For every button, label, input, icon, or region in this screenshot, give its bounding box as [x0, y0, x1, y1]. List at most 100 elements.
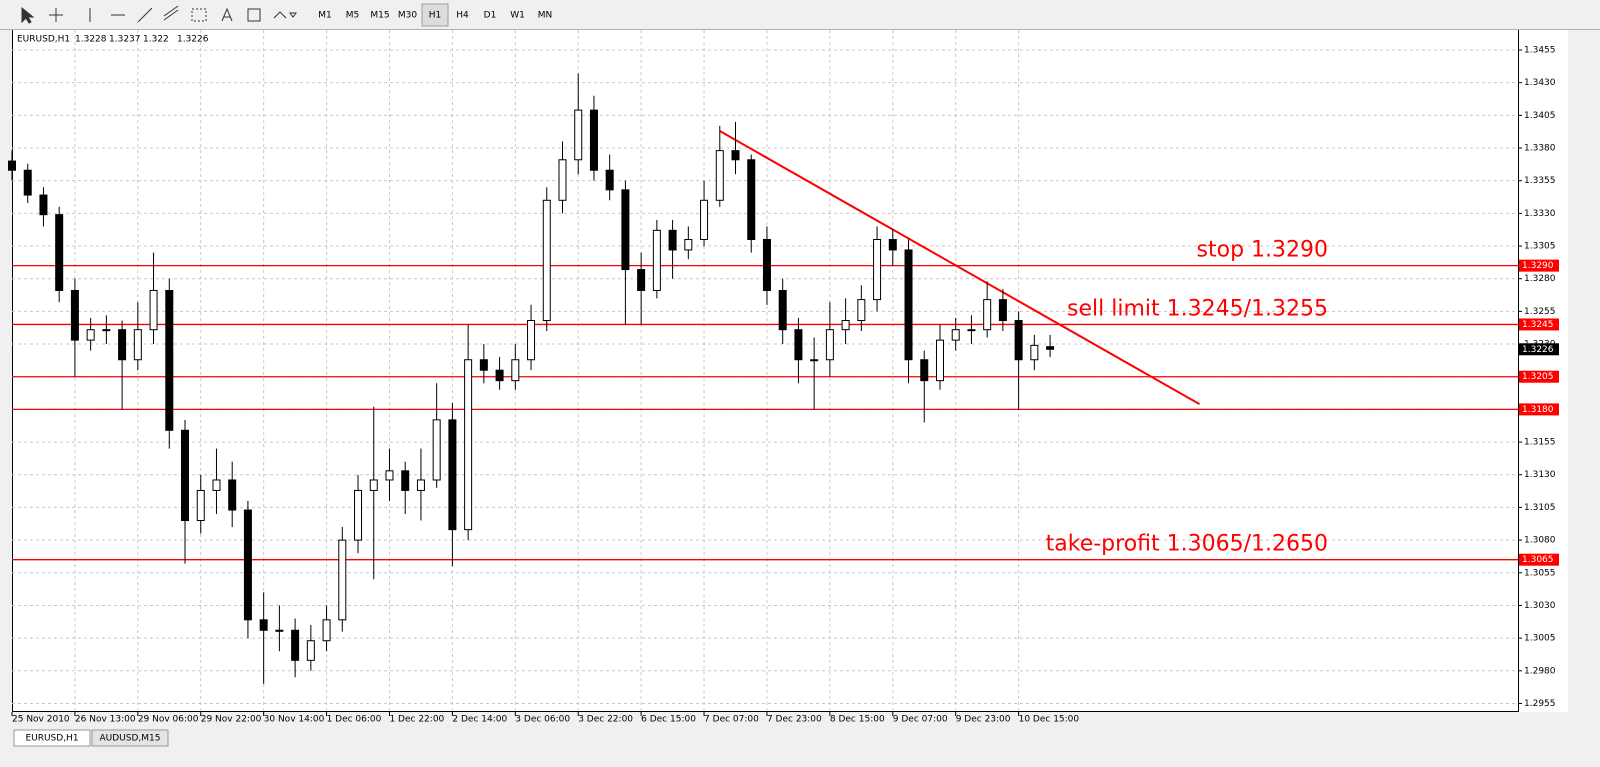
chart-area [12, 30, 1518, 712]
candle-body [86, 329, 95, 341]
cursor-icon[interactable] [21, 6, 35, 24]
candle-body [684, 238, 693, 251]
y-tick-label: 1.3405 [1524, 111, 1556, 121]
y-tick-label: 1.3055 [1524, 568, 1556, 578]
toolbar [0, 0, 1600, 30]
timeframe-active [421, 3, 449, 27]
level-tag-label: 1.3245 [1522, 320, 1554, 330]
tab[interactable] [13, 729, 91, 747]
candle-body [275, 629, 284, 632]
arrows-icon[interactable] [273, 11, 297, 19]
text-icon[interactable] [221, 7, 233, 22]
candle-body [464, 359, 473, 531]
level-note: stop 1.3290 [1197, 238, 1328, 263]
candle-body [23, 169, 32, 196]
candle-body [55, 214, 64, 291]
timeframe-button[interactable]: D1 [484, 11, 497, 21]
tabs: EURUSD,H1 AUDUSD,M15 [13, 729, 169, 747]
candle-body [70, 289, 79, 341]
candle-body [8, 160, 16, 171]
candle-body [589, 109, 598, 171]
y-tick-label: 1.3030 [1524, 601, 1556, 611]
quote-value: 1.3226 [177, 35, 209, 45]
x-tick-label: 25 Nov 2010 [12, 715, 70, 725]
y-tick-label: 1.3380 [1524, 144, 1556, 154]
timeframe-button[interactable]: M5 [346, 11, 360, 21]
timeframe-button[interactable]: H4 [456, 11, 469, 21]
candle-body [841, 320, 850, 331]
level-tag [1519, 403, 1559, 416]
y-tick-label: 1.3280 [1524, 274, 1556, 284]
y-tick-label: 1.3330 [1524, 209, 1556, 219]
level-tag-label: 1.3205 [1522, 372, 1554, 382]
candle-body [951, 329, 960, 341]
candle-body [181, 429, 190, 521]
candle-body [652, 229, 661, 291]
candle-body [322, 619, 331, 642]
candle-body [212, 479, 221, 491]
tab-label[interactable]: EURUSD,H1 [25, 734, 78, 744]
y-tick-label: 1.3455 [1524, 45, 1556, 55]
candle-body [259, 619, 268, 631]
x-tick-label: 9 Dec 07:00 [893, 715, 948, 725]
candle-body [416, 479, 425, 491]
timeframe-bar: M1 M5 M15 M30 H1 H4 D1 W1 MN [318, 3, 553, 27]
quote-value: 1.3228 [75, 35, 107, 45]
candle-body [747, 159, 756, 240]
candle-body [558, 159, 567, 201]
timeframe-button[interactable]: MN [538, 11, 553, 21]
fibo-icon[interactable] [191, 8, 207, 22]
timeframe-button[interactable]: M1 [318, 11, 332, 21]
level-tag [1519, 259, 1559, 272]
candle-body [338, 539, 347, 621]
trendline-icon[interactable] [137, 7, 153, 23]
level-tag [1519, 370, 1559, 383]
timeframe-button[interactable]: W1 [510, 11, 525, 21]
x-tick-label: 30 Nov 14:00 [264, 715, 325, 725]
trend-line [719, 130, 1200, 406]
level-tag [1519, 318, 1559, 331]
candle-body [479, 359, 488, 371]
candle-body [762, 238, 771, 291]
axes: 1.3455 1.3430 1.3405 1.3380 1.3355 1.3330 1.33… [11, 45, 1559, 725]
crosshair-icon[interactable] [49, 8, 63, 22]
y-tick-label: 1.2980 [1524, 666, 1556, 676]
tab-strip [0, 728, 1600, 763]
candle-body [574, 109, 583, 161]
current-price-tag [1519, 343, 1559, 356]
x-tick-label: 7 Dec 23:00 [767, 715, 822, 725]
channel-icon[interactable] [163, 5, 179, 21]
candle-body [102, 329, 111, 332]
plot: stop 1.3290 sell limit 1.3245/1.3255 take-… [8, 73, 1518, 684]
candle-body [731, 150, 740, 161]
x-tick-label: 10 Dec 15:00 [1019, 715, 1080, 725]
candle-body [1030, 344, 1039, 361]
candle-body [306, 640, 315, 661]
x-tick-label: 29 Nov 22:00 [201, 715, 262, 725]
timeframe-button[interactable]: M15 [370, 11, 389, 21]
candle-body [920, 359, 929, 382]
x-tick-label: 1 Dec 22:00 [389, 715, 444, 725]
candle-body [527, 320, 536, 361]
candle-body [165, 289, 174, 431]
y-tick-label: 1.2955 [1524, 699, 1556, 709]
candle-body [118, 329, 127, 361]
label-icon[interactable] [247, 8, 261, 22]
candle-body [385, 470, 394, 481]
timeframe-button[interactable]: H1 [429, 11, 442, 21]
candle-body [810, 359, 819, 362]
timeframe-button[interactable]: M30 [398, 11, 417, 21]
tab[interactable] [91, 729, 169, 747]
candle-body [354, 489, 363, 541]
candle-body [794, 329, 803, 361]
tab-label[interactable]: AUDUSD,M15 [100, 734, 161, 744]
candle-body [904, 249, 913, 361]
y-tick-label: 1.3130 [1524, 470, 1556, 480]
x-tick-label: 29 Nov 06:00 [138, 715, 199, 725]
grid [12, 30, 1518, 710]
level-tag-label: 1.3180 [1522, 405, 1554, 415]
candle-body [825, 329, 834, 361]
candle-body [542, 199, 551, 322]
candle-body [228, 479, 237, 511]
